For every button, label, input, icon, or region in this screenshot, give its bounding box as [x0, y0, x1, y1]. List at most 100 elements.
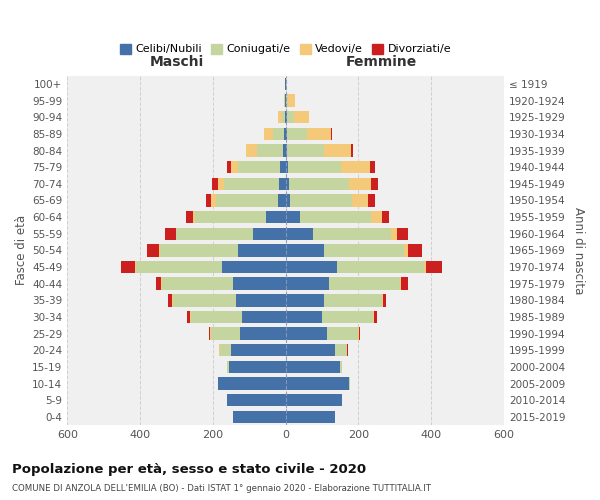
- Bar: [279, 178, 286, 190]
- Bar: [273, 128, 284, 140]
- Bar: [162, 278, 233, 290]
- Bar: [161, 278, 162, 290]
- Bar: [341, 161, 370, 173]
- Bar: [328, 328, 358, 340]
- Bar: [374, 310, 377, 323]
- Bar: [324, 144, 351, 157]
- Bar: [284, 128, 286, 140]
- Bar: [224, 178, 279, 190]
- Bar: [206, 194, 211, 206]
- Bar: [397, 228, 407, 240]
- Bar: [186, 211, 193, 224]
- Bar: [371, 211, 382, 224]
- Bar: [349, 178, 371, 190]
- Bar: [233, 410, 286, 423]
- Bar: [218, 178, 224, 190]
- Bar: [347, 344, 348, 356]
- Text: Maschi: Maschi: [149, 54, 203, 68]
- Bar: [169, 294, 172, 306]
- Bar: [231, 161, 238, 173]
- Bar: [247, 144, 257, 157]
- Bar: [187, 310, 190, 323]
- Bar: [286, 178, 289, 190]
- Bar: [329, 278, 400, 290]
- Bar: [257, 144, 283, 157]
- Bar: [286, 378, 349, 390]
- Bar: [227, 394, 286, 406]
- Bar: [136, 261, 222, 274]
- Bar: [370, 161, 376, 173]
- Bar: [286, 161, 288, 173]
- Bar: [383, 294, 386, 306]
- Y-axis label: Anni di nascita: Anni di nascita: [572, 206, 585, 294]
- Bar: [176, 228, 253, 240]
- Bar: [287, 128, 307, 140]
- Bar: [286, 128, 287, 140]
- Bar: [391, 228, 397, 240]
- Bar: [322, 310, 373, 323]
- Bar: [288, 161, 341, 173]
- Bar: [286, 394, 342, 406]
- Bar: [173, 294, 236, 306]
- Bar: [193, 211, 194, 224]
- Bar: [404, 244, 407, 256]
- Bar: [286, 310, 322, 323]
- Bar: [191, 310, 242, 323]
- Text: Femmine: Femmine: [346, 54, 418, 68]
- Bar: [313, 228, 391, 240]
- Bar: [426, 261, 442, 274]
- Bar: [300, 211, 371, 224]
- Bar: [324, 294, 382, 306]
- Bar: [401, 278, 408, 290]
- Bar: [238, 244, 286, 256]
- Bar: [286, 328, 328, 340]
- Bar: [284, 111, 286, 124]
- Bar: [286, 94, 288, 107]
- Bar: [121, 261, 136, 274]
- Bar: [218, 378, 286, 390]
- Bar: [382, 294, 383, 306]
- Bar: [337, 261, 424, 274]
- Bar: [407, 244, 422, 256]
- Bar: [231, 344, 286, 356]
- Bar: [229, 360, 286, 373]
- Y-axis label: Fasce di età: Fasce di età: [15, 216, 28, 286]
- Bar: [286, 78, 287, 90]
- Legend: Celibi/Nubili, Coniugati/e, Vedovi/e, Divorziati/e: Celibi/Nubili, Coniugati/e, Vedovi/e, Di…: [116, 40, 455, 59]
- Bar: [331, 128, 332, 140]
- Bar: [352, 194, 368, 206]
- Bar: [349, 378, 350, 390]
- Text: Popolazione per età, sesso e stato civile - 2020: Popolazione per età, sesso e stato civil…: [12, 462, 366, 475]
- Bar: [281, 111, 284, 124]
- Bar: [190, 310, 191, 323]
- Bar: [286, 194, 290, 206]
- Bar: [209, 328, 210, 340]
- Bar: [236, 294, 286, 306]
- Bar: [371, 178, 377, 190]
- Bar: [368, 194, 375, 206]
- Bar: [227, 161, 231, 173]
- Bar: [284, 94, 285, 107]
- Bar: [286, 278, 329, 290]
- Bar: [294, 111, 308, 124]
- Bar: [286, 228, 313, 240]
- Bar: [283, 144, 286, 157]
- Bar: [211, 328, 240, 340]
- Bar: [287, 111, 294, 124]
- Bar: [245, 144, 247, 157]
- Bar: [253, 228, 286, 240]
- Bar: [288, 94, 295, 107]
- Bar: [280, 161, 286, 173]
- Bar: [424, 261, 426, 274]
- Bar: [146, 244, 160, 256]
- Bar: [286, 111, 287, 124]
- Bar: [335, 344, 347, 356]
- Bar: [286, 410, 335, 423]
- Bar: [286, 294, 324, 306]
- Bar: [373, 310, 374, 323]
- Bar: [156, 278, 161, 290]
- Bar: [227, 360, 229, 373]
- Bar: [218, 344, 220, 356]
- Bar: [165, 228, 176, 240]
- Bar: [359, 328, 360, 340]
